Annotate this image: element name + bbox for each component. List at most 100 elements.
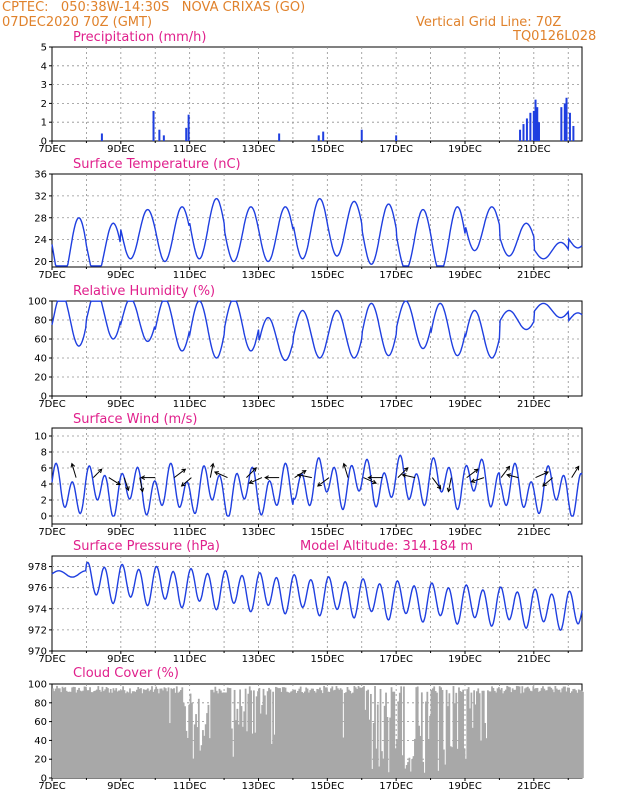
- cloud-cover-bar: [341, 689, 343, 778]
- y-tick-label: 60: [34, 335, 47, 346]
- cloud-cover-bar: [525, 687, 528, 778]
- cloud-cover-bar: [79, 690, 82, 778]
- precip-bar: [525, 118, 528, 141]
- cloud-cover-bar: [134, 691, 137, 778]
- cloud-cover-bar: [96, 689, 98, 778]
- cloud-cover-bar: [426, 691, 429, 778]
- wind-vector-arrow: [466, 468, 479, 479]
- precip-bar: [537, 122, 540, 141]
- cloud-cover-bar: [167, 687, 170, 778]
- cloud-cover-bar: [151, 686, 153, 778]
- cloud-cover-bar: [130, 693, 133, 778]
- y-tick-label: 80: [34, 316, 47, 327]
- cloud-cover-bar: [471, 727, 474, 778]
- cloud-cover-bar: [350, 693, 353, 778]
- cloud-cover-bar: [277, 688, 280, 778]
- cloud-cover-bar: [261, 704, 264, 778]
- cloud-cover-bar: [555, 688, 558, 778]
- cloud-cover-bar: [336, 688, 339, 778]
- cloud-cover-bar: [97, 686, 100, 778]
- cloud-cover-bar: [268, 687, 270, 778]
- x-tick-label: 13DEC: [242, 527, 276, 538]
- cloud-cover-bar: [174, 692, 177, 778]
- cloud-cover-bar: [498, 687, 500, 778]
- y-tick-label: 5: [41, 43, 47, 54]
- cloud-cover-bar: [170, 688, 173, 778]
- cloud-cover-bar: [273, 734, 276, 778]
- cloud-cover-bar: [437, 770, 440, 778]
- cloud-cover-bar: [419, 735, 422, 778]
- cloud-cover-bar: [562, 686, 565, 778]
- wind-vector-arrow: [401, 473, 416, 479]
- cloud-cover-bar: [430, 689, 433, 778]
- wind-speed-line: [51, 454, 583, 517]
- cloud-cover-bar: [169, 723, 171, 778]
- precip-bar: [565, 97, 568, 141]
- cloud-cover-bar: [259, 713, 262, 778]
- cloud-cover-bar: [255, 696, 258, 778]
- cloud-cover-bar: [398, 692, 401, 778]
- cloud-cover-bar: [533, 688, 536, 778]
- humidity-line: [51, 300, 583, 362]
- cloud-cover-bar: [397, 701, 400, 778]
- cloud-cover-bar: [376, 704, 379, 778]
- cloud-cover-bar: [447, 706, 449, 778]
- x-tick-label: 17DEC: [379, 781, 413, 792]
- x-tick-label: 19DEC: [448, 144, 482, 155]
- cloud-cover-bar: [536, 687, 539, 778]
- y-tick-label: 20: [34, 373, 47, 384]
- wind-vector-arrow: [317, 477, 330, 487]
- cloud-cover-bar: [258, 688, 261, 778]
- pressure-panel: Surface Pressure (hPa) Model Altitude: 31…: [28, 539, 583, 665]
- cloud-cover-bar: [535, 688, 537, 778]
- y-tick-label: 972: [28, 625, 47, 636]
- cloud-cover-bar: [436, 692, 438, 778]
- cloud-cover-bar: [354, 687, 357, 778]
- cloud-cover-bar: [137, 687, 140, 778]
- wind-vector-arrow: [123, 477, 130, 492]
- y-tick-label: 970: [28, 647, 47, 658]
- cloud-cover-bar: [456, 748, 459, 778]
- cloud-cover-bar: [484, 723, 487, 778]
- cloud-cover-bar: [517, 686, 520, 778]
- cloud-cover-bar: [191, 702, 193, 778]
- cloud-cover-bar: [199, 750, 202, 778]
- cloud-cover-bar: [328, 691, 331, 778]
- cloud-cover-bar: [566, 687, 569, 778]
- precip-bar: [395, 135, 398, 141]
- cloud-cover-bar: [325, 687, 328, 778]
- cloud-cover-bar: [524, 688, 526, 778]
- cloud-cover-bar: [116, 691, 119, 778]
- cloud-cover-bar: [522, 692, 525, 778]
- cloud-cover-bar: [233, 689, 236, 778]
- precip-bar: [185, 127, 188, 141]
- cloud-cover-bar: [312, 688, 314, 778]
- x-tick-label: 9DEC: [107, 654, 134, 665]
- panel-frame: [51, 427, 583, 525]
- cloud-cover-bar: [248, 686, 251, 778]
- x-tick-label: 11DEC: [173, 399, 207, 410]
- cloud-cover-bar: [217, 693, 219, 778]
- cloud-cover-bar: [331, 686, 334, 778]
- cloud-cover-bar: [418, 725, 420, 778]
- x-tick-label: 21DEC: [517, 144, 551, 155]
- pressure-line: [51, 561, 583, 632]
- wind-vector-arrow: [367, 475, 383, 480]
- cloud-cover-bar: [559, 692, 562, 778]
- cloud-cover-bar: [492, 687, 495, 778]
- cloud-cover-bar: [204, 724, 207, 778]
- cloud-cover-bar: [386, 716, 389, 778]
- cloud-cover-bar: [481, 690, 484, 778]
- y-tick-label: 4: [41, 480, 47, 491]
- cloud-cover-bar: [127, 692, 130, 778]
- panel-title: Relative Humidity (%): [73, 284, 215, 299]
- cloud-cover-bar: [100, 691, 102, 778]
- cloud-cover-bar: [68, 691, 71, 778]
- cloud-cover-bar: [482, 690, 485, 778]
- cloud-cover-bar: [473, 690, 476, 778]
- x-tick-label: 19DEC: [448, 654, 482, 665]
- x-tick-label: 17DEC: [379, 399, 413, 410]
- cloud-cover-bar: [448, 693, 451, 778]
- cloud-cover-bar: [155, 686, 158, 778]
